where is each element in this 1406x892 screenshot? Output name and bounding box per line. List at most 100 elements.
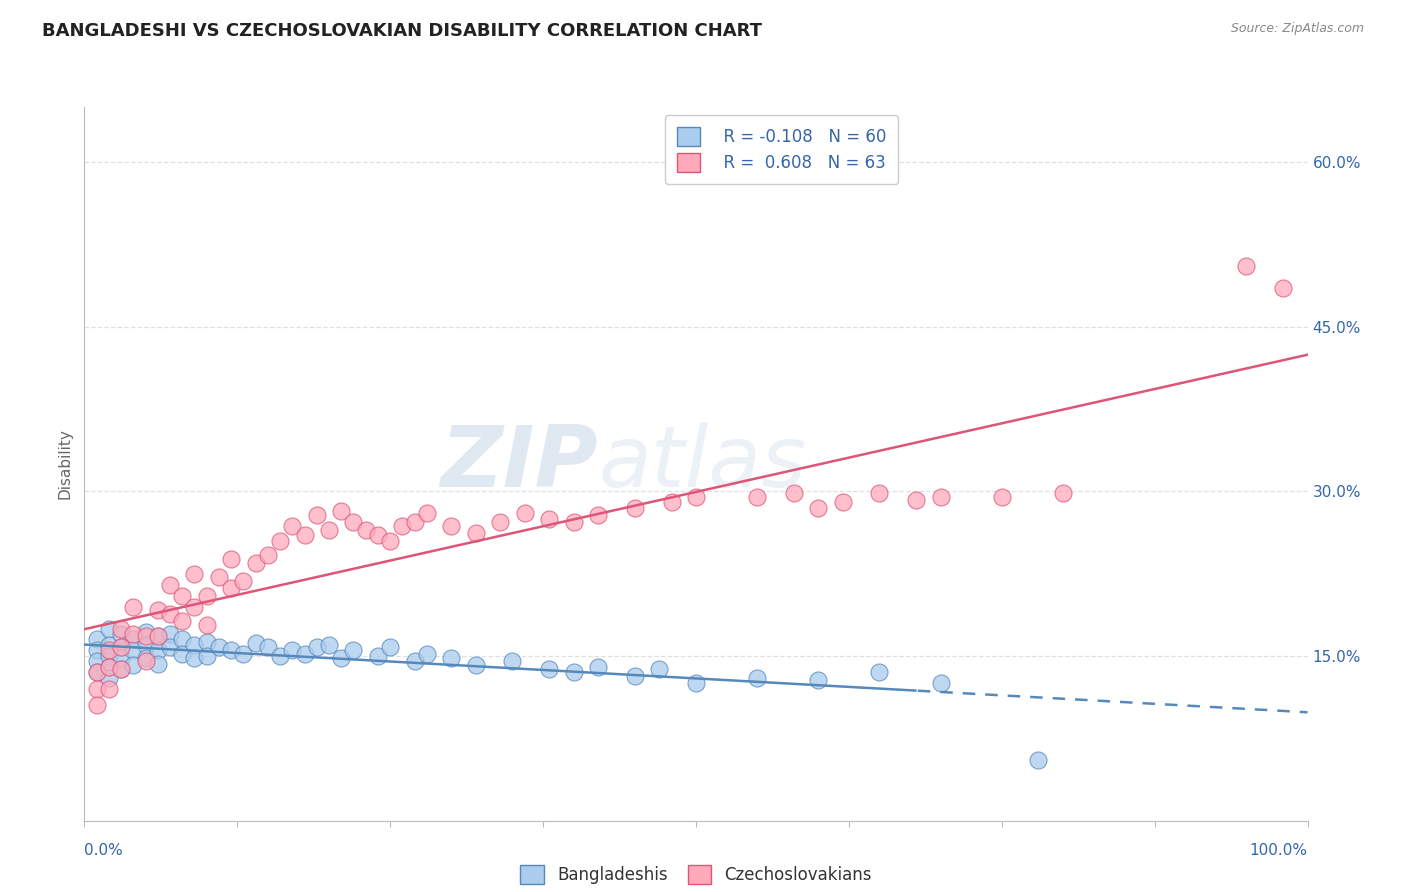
Point	[624, 669, 647, 683]
Point	[367, 528, 389, 542]
Point	[269, 648, 291, 663]
Point	[294, 647, 316, 661]
Point	[122, 627, 145, 641]
Point	[183, 638, 205, 652]
Text: 100.0%: 100.0%	[1250, 843, 1308, 858]
Point	[172, 632, 194, 647]
Point	[807, 500, 830, 515]
Point	[122, 643, 145, 657]
Point	[257, 640, 280, 655]
Point	[172, 647, 194, 661]
Point	[562, 515, 585, 529]
Y-axis label: Disability: Disability	[58, 428, 73, 500]
Point	[1052, 486, 1074, 500]
Point	[648, 662, 671, 676]
Point	[172, 589, 194, 603]
Point	[208, 640, 231, 655]
Point	[97, 643, 120, 657]
Point	[929, 676, 952, 690]
Point	[146, 603, 169, 617]
Point	[905, 493, 928, 508]
Point	[440, 651, 463, 665]
Text: Source: ZipAtlas.com: Source: ZipAtlas.com	[1230, 22, 1364, 36]
Point	[281, 519, 304, 533]
Point	[404, 515, 426, 529]
Point	[208, 570, 231, 584]
Point	[807, 673, 830, 687]
Point	[991, 490, 1014, 504]
Point	[380, 640, 402, 655]
Point	[97, 671, 120, 685]
Point	[1272, 281, 1295, 295]
Point	[513, 506, 536, 520]
Point	[146, 657, 169, 671]
Point	[489, 515, 512, 529]
Point	[502, 655, 524, 669]
Point	[367, 648, 389, 663]
Point	[86, 643, 108, 657]
Point	[195, 648, 218, 663]
Point	[586, 508, 609, 523]
Point	[135, 655, 157, 669]
Point	[110, 662, 132, 676]
Point	[929, 490, 952, 504]
Point	[330, 504, 353, 518]
Point	[135, 651, 157, 665]
Point	[110, 627, 132, 641]
Point	[97, 660, 120, 674]
Point	[318, 638, 340, 652]
Point	[245, 636, 267, 650]
Point	[110, 622, 132, 636]
Point	[146, 629, 169, 643]
Point	[219, 581, 242, 595]
Point	[232, 647, 254, 661]
Point	[183, 651, 205, 665]
Point	[86, 681, 108, 696]
Point	[159, 640, 181, 655]
Point	[464, 526, 486, 541]
Point	[159, 577, 181, 591]
Point	[330, 651, 353, 665]
Point	[538, 512, 561, 526]
Point	[342, 643, 364, 657]
Point	[159, 607, 181, 622]
Point	[294, 528, 316, 542]
Point	[146, 629, 169, 643]
Point	[404, 655, 426, 669]
Point	[538, 662, 561, 676]
Point	[747, 671, 769, 685]
Point	[122, 599, 145, 614]
Point	[135, 629, 157, 643]
Point	[97, 660, 120, 674]
Point	[110, 640, 132, 655]
Point	[416, 506, 439, 520]
Point	[219, 643, 242, 657]
Point	[586, 660, 609, 674]
Point	[97, 648, 120, 663]
Point	[318, 523, 340, 537]
Point	[232, 574, 254, 589]
Point	[122, 632, 145, 647]
Point	[183, 599, 205, 614]
Point	[281, 643, 304, 657]
Point	[305, 508, 328, 523]
Point	[416, 647, 439, 661]
Legend: Bangladeshis, Czechoslovakians: Bangladeshis, Czechoslovakians	[513, 858, 879, 891]
Text: atlas: atlas	[598, 422, 806, 506]
Text: BANGLADESHI VS CZECHOSLOVAKIAN DISABILITY CORRELATION CHART: BANGLADESHI VS CZECHOSLOVAKIAN DISABILIT…	[42, 22, 762, 40]
Point	[1028, 753, 1050, 767]
Point	[146, 643, 169, 657]
Point	[747, 490, 769, 504]
Point	[97, 638, 120, 652]
Point	[1236, 259, 1258, 273]
Point	[869, 486, 891, 500]
Point	[183, 566, 205, 581]
Point	[464, 657, 486, 672]
Point	[122, 657, 145, 672]
Point	[562, 665, 585, 680]
Point	[135, 638, 157, 652]
Point	[86, 698, 108, 713]
Point	[783, 486, 806, 500]
Point	[86, 665, 108, 680]
Point	[195, 634, 218, 648]
